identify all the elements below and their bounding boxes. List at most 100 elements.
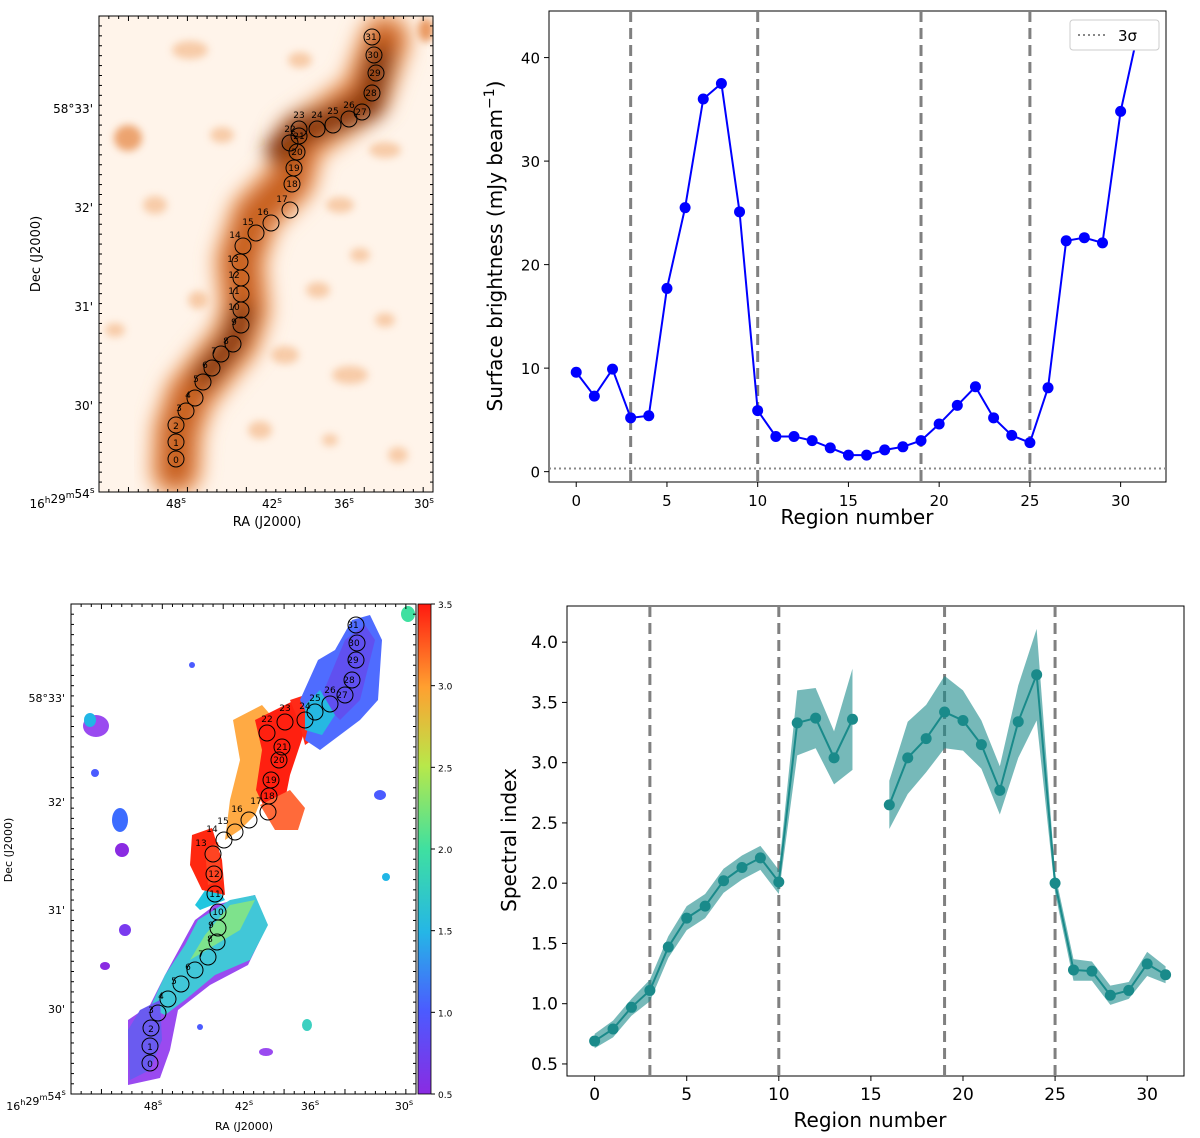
region-circle	[206, 885, 224, 903]
data-point	[643, 410, 655, 422]
y-tick-label: 1.0	[531, 995, 558, 1015]
data-point	[883, 799, 895, 811]
y-tick-label: 0	[530, 464, 540, 482]
x-tick-label: 0	[589, 1085, 600, 1105]
region-circle	[367, 64, 385, 82]
tick-value: 36	[334, 497, 349, 511]
x-tick-label: 0	[571, 492, 581, 510]
region-circle	[167, 416, 185, 434]
region-label: 17	[276, 195, 287, 205]
dec-tick-label: 32'	[48, 796, 65, 809]
region-label: 18	[263, 792, 275, 802]
brightness-plot-panel: 0 5 10 15 20 25 30 0 10 20 30 40 3σ Region number S…	[482, 10, 1167, 529]
y-axis-label: Dec (J2000)	[2, 818, 15, 883]
region-label: 30	[348, 639, 360, 649]
region-circle	[177, 402, 195, 420]
data-point	[1141, 958, 1153, 970]
legend-box	[1069, 19, 1160, 51]
region-circle	[363, 84, 381, 102]
tick-unit: s	[315, 1097, 319, 1107]
region-circle	[205, 865, 223, 883]
region-label: 13	[195, 839, 206, 849]
region-label: 19	[265, 776, 277, 786]
region-label: 0	[173, 456, 179, 466]
region-circle	[340, 110, 358, 128]
y-tick-label: 3.5	[531, 693, 558, 713]
dec-tick-label: 58°33'	[53, 102, 93, 116]
region-circle	[285, 159, 303, 177]
region-label: 16	[257, 208, 269, 218]
region-label: 30	[367, 51, 379, 61]
data-point	[920, 733, 932, 745]
x-tick-label: 5	[662, 492, 672, 510]
data-point	[1096, 237, 1108, 249]
region-circle	[353, 103, 371, 121]
region-circle	[209, 903, 227, 921]
data-point	[625, 412, 637, 424]
data-point	[1006, 429, 1018, 441]
data-point	[902, 752, 914, 764]
colorbar-tick-label: 2.5	[438, 764, 452, 774]
data-point	[754, 852, 766, 864]
data-point	[1067, 964, 1079, 976]
region-circle	[347, 651, 365, 669]
colorbar-ticks: 3.5 3.0 2.5 2.0 1.5 1.0 0.5	[431, 601, 453, 1101]
region-label: 15	[217, 817, 228, 827]
data-point	[1086, 965, 1098, 977]
data-point	[951, 399, 963, 411]
region-label: 12	[228, 271, 239, 281]
data-point	[589, 1035, 601, 1047]
x-axis-label: RA (J2000)	[233, 515, 302, 530]
x-tick-label: 10	[748, 492, 767, 510]
legend-3sigma-label: 3σ	[1118, 27, 1138, 45]
data-point	[828, 752, 840, 764]
region-label: 29	[347, 656, 359, 666]
region-circle	[186, 961, 204, 979]
region-label: 21	[276, 743, 287, 753]
region-circle	[262, 771, 280, 789]
tick-unit: s	[61, 1087, 65, 1097]
region-circle	[281, 201, 299, 219]
ra-tick-label: 42s	[235, 1097, 253, 1113]
y-tick-label: 20	[521, 257, 540, 275]
tick-unit: h	[20, 1097, 25, 1107]
tick-value: 54	[75, 487, 90, 501]
tick-value: 29	[50, 492, 65, 506]
region-label: 6	[202, 361, 208, 371]
data-point	[788, 430, 800, 442]
data-point	[1024, 437, 1036, 449]
region-label: 4	[158, 992, 164, 1002]
region-label: 25	[327, 107, 338, 117]
data-point	[1060, 235, 1072, 247]
data-point	[1115, 105, 1127, 117]
y-tick-label: 2.0	[531, 874, 558, 894]
region-circle	[172, 975, 190, 993]
region-label: 28	[365, 89, 377, 99]
region-circle	[240, 811, 258, 829]
tick-unit: s	[249, 1097, 253, 1107]
x-tick-label: 25	[1020, 492, 1039, 510]
noise-blobs	[105, 18, 433, 463]
data-point	[1104, 989, 1116, 1001]
region-circle	[142, 1019, 160, 1037]
region-label: 26	[343, 101, 355, 111]
spectral-index-pixels	[83, 606, 415, 1085]
data-point	[846, 713, 858, 725]
ra-tick-label: 36s	[334, 496, 354, 511]
region-circle	[215, 831, 233, 849]
y-tick-label: 2.5	[531, 814, 558, 834]
colorbar-tick-label: 0.5	[438, 1091, 452, 1101]
region-label: 6	[185, 963, 191, 973]
dec-tick-label: 32'	[74, 201, 93, 215]
data-point	[957, 714, 969, 726]
data-point	[662, 941, 674, 953]
colorbar-tick-label: 3.0	[438, 683, 453, 693]
tick-value: 42	[235, 1100, 249, 1113]
x-tick-label: 20	[952, 1085, 974, 1105]
brightness-series-line	[575, 28, 1140, 457]
dec-tick-label: 30'	[74, 399, 93, 413]
data-point	[1160, 969, 1172, 981]
region-label: 12	[208, 870, 219, 880]
